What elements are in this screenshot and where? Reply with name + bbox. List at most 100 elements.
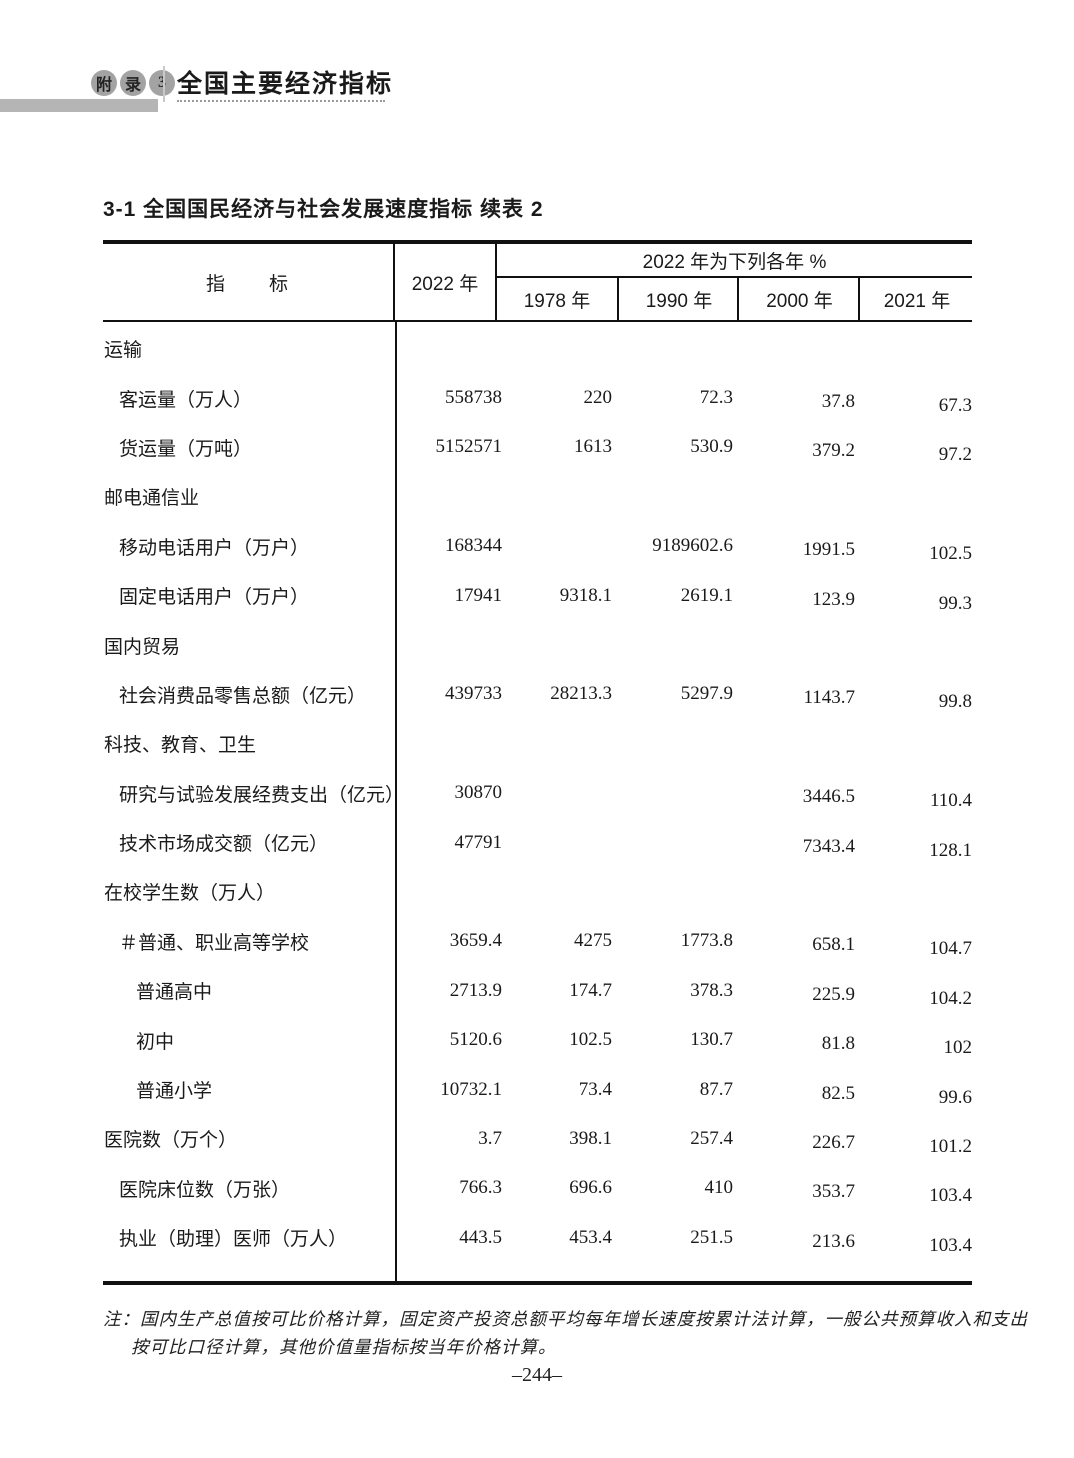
header-gray-bar bbox=[0, 99, 158, 112]
header-span: 2022 年为下列各年 % bbox=[497, 244, 972, 278]
table-row: 普通小学 10732.1 73.4 87.7 82.5 99.6 bbox=[103, 1065, 972, 1114]
cell-value: 128.1 bbox=[929, 839, 972, 861]
table-title: 3-1 全国国民经济与社会发展速度指标 续表 2 bbox=[103, 198, 544, 221]
cell-value: 443.5 bbox=[459, 1226, 502, 1248]
cell-value: 398.1 bbox=[569, 1127, 612, 1149]
cell-value: 2713.9 bbox=[449, 979, 502, 1001]
row-label: 医院床位数（万张） bbox=[119, 1179, 291, 1201]
row-label: 技术市场成交额（亿元） bbox=[119, 834, 329, 856]
cell-value: 2619.1 bbox=[680, 584, 733, 606]
header-1990: 1990 年 bbox=[617, 278, 739, 320]
table-row: 科技、教育、卫生 bbox=[103, 719, 972, 768]
cell-value: 30870 bbox=[454, 782, 503, 804]
table-row: 初中 5120.6 102.5 130.7 81.8 102 bbox=[103, 1015, 972, 1064]
table-row: 社会消费品零售总额（亿元） 439733 28213.3 5297.9 1143.7 99… bbox=[103, 670, 972, 719]
cell-value: 658.1 bbox=[812, 934, 855, 956]
cell-value: 104.2 bbox=[929, 987, 972, 1009]
cell-value: 225.9 bbox=[812, 983, 855, 1005]
header-2021: 2021 年 bbox=[858, 278, 974, 320]
cell-value: 530.9 bbox=[690, 436, 733, 458]
row-label: 货运量（万吨） bbox=[119, 438, 253, 460]
table-row: 医院床位数（万张） 766.3 696.6 410 353.7 103.4 bbox=[103, 1164, 972, 1213]
cell-value: 99.6 bbox=[938, 1086, 972, 1108]
cell-value: 99.8 bbox=[938, 691, 972, 713]
chapter-title: 全国主要经济指标 bbox=[177, 70, 394, 98]
table-row: 客运量（万人） 558738 220 72.3 37.8 67.3 bbox=[103, 373, 972, 422]
cell-value: 72.3 bbox=[699, 387, 733, 409]
cell-value: 103.4 bbox=[929, 1234, 972, 1256]
table-row: 固定电话用户（万户） 17941 9318.1 2619.1 123.9 99.3 bbox=[103, 571, 972, 620]
cell-value: 102.5 bbox=[569, 1029, 612, 1051]
cell-value: 251.5 bbox=[690, 1226, 733, 1248]
cell-value: 102.5 bbox=[929, 543, 972, 565]
row-label: 固定电话用户（万户） bbox=[119, 587, 310, 609]
statistics-table: 指 标 2022 年 2022 年为下列各年 % 1978 年 1990 年 2… bbox=[103, 240, 972, 1285]
cell-value: 5152571 bbox=[435, 436, 503, 458]
row-label: 客运量（万人） bbox=[119, 389, 253, 411]
cell-value: 3446.5 bbox=[802, 786, 855, 808]
header-2000: 2000 年 bbox=[737, 278, 860, 320]
header-2022: 2022 年 bbox=[395, 244, 497, 320]
cell-value: 101.2 bbox=[929, 1135, 972, 1157]
row-label: 普通高中 bbox=[136, 982, 213, 1004]
row-label: 运输 bbox=[104, 340, 143, 362]
table-row: 移动电话用户（万户） 168344 9189602.6 1991.5 102.5 bbox=[103, 522, 972, 571]
cell-value: 97.2 bbox=[938, 444, 972, 466]
cell-value: 379.2 bbox=[812, 440, 855, 462]
cell-value: 10732.1 bbox=[440, 1078, 502, 1100]
cell-value: 37.8 bbox=[821, 391, 855, 413]
table-row: 国内贸易 bbox=[103, 620, 972, 669]
cell-value: 1143.7 bbox=[803, 687, 855, 709]
cell-value: 102 bbox=[943, 1037, 973, 1059]
cell-value: 766.3 bbox=[459, 1177, 502, 1199]
cell-value: 4275 bbox=[574, 930, 612, 952]
table-body: 运输 客运量（万人） 558738 220 72.3 37.8 67.3 货运量（万吨） 515… bbox=[103, 322, 972, 1281]
row-label: 移动电话用户（万户） bbox=[119, 537, 310, 559]
appendix-badge: 附 录 3 bbox=[91, 70, 175, 96]
table-row: 在校学生数（万人） bbox=[103, 867, 972, 916]
cell-value: 257.4 bbox=[690, 1127, 733, 1149]
footnote-line2: 按可比口径计算，其他价值量指标按当年价格计算。 bbox=[131, 1337, 557, 1357]
cell-value: 103.4 bbox=[929, 1185, 972, 1207]
cell-value: 67.3 bbox=[938, 395, 972, 417]
cell-value: 410 bbox=[704, 1177, 734, 1199]
cell-value: 73.4 bbox=[578, 1078, 612, 1100]
row-label: 执业（助理）医师（万人） bbox=[119, 1229, 348, 1251]
row-label: 初中 bbox=[136, 1031, 175, 1053]
cell-value: 439733 bbox=[445, 683, 502, 705]
cell-value: 110.4 bbox=[929, 790, 972, 812]
table-row: 邮电通信业 bbox=[103, 472, 972, 521]
table-row: ＃普通、职业高等学校 3659.4 4275 1773.8 658.1 104.7 bbox=[103, 917, 972, 966]
cell-value: 696.6 bbox=[569, 1177, 612, 1199]
table-row: 技术市场成交额（亿元） 47791 7343.4 128.1 bbox=[103, 818, 972, 867]
cell-value: 353.7 bbox=[812, 1181, 855, 1203]
table-header: 指 标 2022 年 2022 年为下列各年 % 1978 年 1990 年 2… bbox=[103, 244, 972, 322]
cell-value: 99.3 bbox=[938, 592, 972, 614]
cell-value: 9189602.6 bbox=[652, 535, 733, 557]
row-label: 科技、教育、卫生 bbox=[104, 735, 257, 757]
table-row: 医院数（万个） 3.7 398.1 257.4 226.7 101.2 bbox=[103, 1114, 972, 1163]
cell-value: 28213.3 bbox=[550, 683, 612, 705]
cell-value: 174.7 bbox=[569, 979, 612, 1001]
cell-value: 378.3 bbox=[690, 979, 733, 1001]
table-row: 执业（助理）医师（万人） 443.5 453.4 251.5 213.6 103.4 bbox=[103, 1213, 972, 1262]
row-label: 社会消费品零售总额（亿元） bbox=[119, 685, 367, 707]
cell-value: 7343.4 bbox=[802, 835, 855, 857]
table-row: 运输 bbox=[103, 324, 972, 373]
table-row: 普通高中 2713.9 174.7 378.3 225.9 104.2 bbox=[103, 966, 972, 1015]
row-label: 医院数（万个） bbox=[104, 1130, 238, 1152]
row-label: 研究与试验发展经费支出（亿元） bbox=[119, 784, 405, 806]
cell-value: 5120.6 bbox=[449, 1029, 502, 1051]
cell-value: 453.4 bbox=[569, 1226, 612, 1248]
cell-value: 87.7 bbox=[699, 1078, 733, 1100]
cell-value: 1773.8 bbox=[680, 930, 733, 952]
cell-value: 558738 bbox=[445, 387, 502, 409]
footnote-line1: 注：国内生产总值按可比价格计算，固定资产投资总额平均每年增长速度按累计法计算，一… bbox=[103, 1309, 1028, 1329]
cell-value: 213.6 bbox=[812, 1230, 855, 1252]
row-label: 国内贸易 bbox=[104, 636, 181, 658]
cell-value: 3659.4 bbox=[449, 930, 502, 952]
cell-value: 82.5 bbox=[821, 1082, 855, 1104]
badge-char: 附 bbox=[91, 70, 117, 96]
cell-value: 1991.5 bbox=[802, 539, 855, 561]
cell-value: 130.7 bbox=[690, 1029, 733, 1051]
